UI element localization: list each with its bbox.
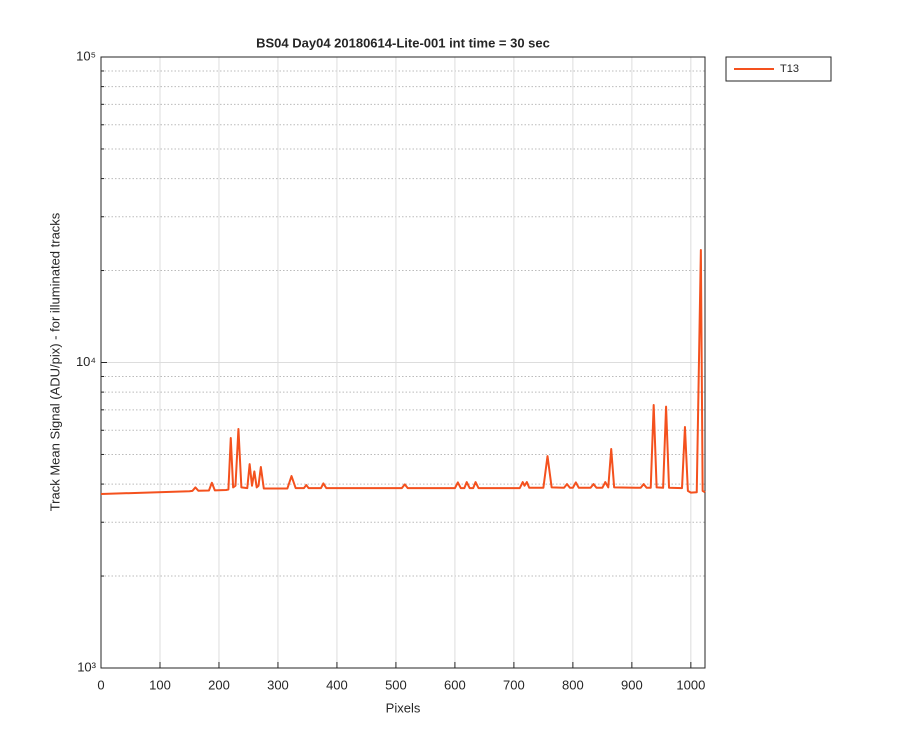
x-axis-label: Pixels — [386, 700, 421, 715]
y-axis-label: Track Mean Signal (ADU/pix) - for illumi… — [47, 212, 62, 511]
x-tick-label: 800 — [562, 677, 584, 692]
data-line — [100, 248, 706, 496]
x-tick-label: 900 — [621, 677, 643, 692]
x-tick-label: 700 — [503, 677, 525, 692]
y-tick-label: 10³ — [77, 659, 96, 674]
axes-box — [100, 56, 706, 669]
y-tick-label: 10⁵ — [76, 48, 96, 63]
x-tick-label: 200 — [208, 677, 230, 692]
legend-label: T13 — [780, 63, 799, 75]
y-tick-label: 10⁴ — [76, 354, 96, 369]
x-tick-label: 600 — [444, 677, 466, 692]
chart-title: BS04 Day04 20180614-Lite-001 int time = … — [256, 35, 550, 50]
x-tick-label: 100 — [149, 677, 171, 692]
x-tick-label: 0 — [97, 677, 104, 692]
x-tick-label: 300 — [267, 677, 289, 692]
x-tick-label: 400 — [326, 677, 348, 692]
legend-box — [725, 56, 832, 82]
x-tick-label: 500 — [385, 677, 407, 692]
x-tick-label: 1000 — [676, 677, 705, 692]
